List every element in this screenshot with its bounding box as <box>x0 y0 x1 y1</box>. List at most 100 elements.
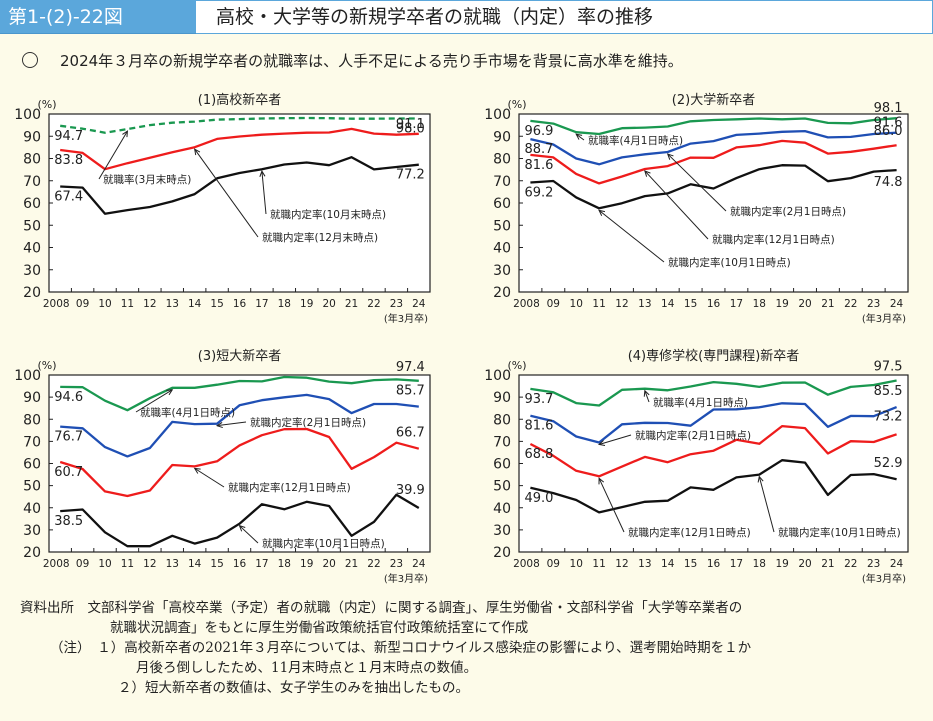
annotation-label: 就職内定率(12月1日時点) <box>228 481 351 494</box>
x-tick-label: 19 <box>775 558 788 570</box>
y-tick-label: 100 <box>484 107 511 123</box>
arrowhead-icon <box>575 133 583 140</box>
series-line <box>530 139 897 185</box>
annotation-arrow <box>239 525 259 544</box>
y-tick-label: 70 <box>493 174 511 190</box>
x-tick-label: 15 <box>210 298 223 310</box>
x-tick-label: 09 <box>547 558 560 570</box>
x-tick-label: 22 <box>367 558 380 570</box>
series-line <box>530 117 897 136</box>
annotation-arrow <box>758 476 775 533</box>
x-tick-label: 10 <box>570 298 583 310</box>
x-tick-label: 21 <box>821 298 834 310</box>
x-tick-label: 24 <box>412 558 426 570</box>
x-tick-label: 20 <box>798 298 811 310</box>
x-tick-label: 23 <box>390 298 403 310</box>
x-tick-label: 22 <box>844 298 857 310</box>
series-end-label: 85.5 <box>874 384 903 399</box>
x-tick-label: 21 <box>821 558 834 570</box>
x-tick-label: 18 <box>753 558 766 570</box>
series-line <box>530 379 897 407</box>
series-start-label: 94.6 <box>54 390 83 405</box>
x-tick-label: 2008 <box>43 558 70 570</box>
y-axis-unit-label: (%) <box>37 359 56 372</box>
y-tick-label: 100 <box>484 368 511 384</box>
x-tick-label: 21 <box>345 298 358 310</box>
plot-area <box>518 113 909 293</box>
y-axis-unit-label: (%) <box>507 359 526 372</box>
y-tick-label: 30 <box>23 523 41 539</box>
y-tick-label: 80 <box>493 412 511 428</box>
series-start-label: 69.2 <box>524 186 553 201</box>
series-start-label: 94.7 <box>54 129 83 144</box>
x-tick-label: 15 <box>210 558 223 570</box>
annotation-label: 就職率(4月1日時点) <box>653 396 748 409</box>
x-axis-label: (年3月卒) <box>384 572 428 585</box>
y-tick-label: 70 <box>23 434 41 450</box>
x-tick-label: 12 <box>143 298 156 310</box>
x-tick-label: 09 <box>76 558 89 570</box>
series-start-label: 49.0 <box>524 491 553 506</box>
chart-junior-college: (3)短大新卒者 (%) 20 30 40 50 60 70 80 90 100 2008 09 10 11… <box>14 348 431 585</box>
x-tick-label: 20 <box>322 298 335 310</box>
x-tick-label: 11 <box>121 298 134 310</box>
annotation-arrow <box>667 153 727 212</box>
annotation-arrow <box>135 389 173 413</box>
x-tick-label: 09 <box>76 298 89 310</box>
x-tick-label: 13 <box>638 558 651 570</box>
series-end-label: 74.8 <box>874 175 903 190</box>
x-tick-label: 17 <box>730 298 743 310</box>
y-tick-label: 60 <box>23 196 41 212</box>
x-tick-label: 24 <box>890 558 904 570</box>
annotation-arrow <box>598 434 632 445</box>
y-tick-label: 20 <box>493 545 511 561</box>
chart-title: (1)高校新卒者 <box>198 92 281 108</box>
arrowhead-icon <box>122 130 129 138</box>
x-tick-label: 10 <box>98 298 111 310</box>
series-line <box>530 459 897 514</box>
arrowhead-icon <box>215 421 223 429</box>
y-tick-label: 70 <box>493 434 511 450</box>
x-tick-label: 18 <box>278 298 291 310</box>
note-2-text: ２）短大新卒者の数値は、女子学生のみを抽出したもの。 <box>118 680 469 696</box>
y-tick-label: 30 <box>493 263 511 279</box>
y-tick-label: 30 <box>23 263 41 279</box>
y-tick-label: 50 <box>23 479 41 495</box>
annotation-arrow <box>598 478 625 533</box>
series-end-label: 77.2 <box>396 168 425 183</box>
annotation-label: 就職内定率(12月末時点) <box>262 231 378 244</box>
series-start-label: 83.8 <box>54 153 83 168</box>
x-tick-label: 23 <box>867 558 880 570</box>
series-line <box>60 393 419 458</box>
series-start-label: 96.9 <box>524 124 553 139</box>
y-tick-label: 100 <box>14 368 41 384</box>
x-tick-label: 23 <box>867 298 880 310</box>
annotation-label: 就職内定率(2月1日時点) <box>635 429 751 442</box>
figure-title: 高校・大学等の新規学卒者の就職（内定）率の推移 <box>196 0 933 34</box>
plot-area <box>48 113 431 293</box>
source-text-2: 就職状況調査」をもとに厚生労働省政策統括官付政策統括室にて作成 <box>110 620 529 636</box>
y-axis-unit-label: (%) <box>507 98 526 111</box>
y-tick-label: 20 <box>493 285 511 301</box>
annotation-label: 就職内定率(12月1日時点) <box>628 526 751 539</box>
series-start-label: 60.7 <box>54 465 83 480</box>
annotation-label: 就職率(4月1日時点) <box>140 406 235 419</box>
annotation-arrow <box>98 130 128 180</box>
x-tick-label: 14 <box>661 558 675 570</box>
figure-header: 第1-(2)-22図 高校・大学等の新規学卒者の就職（内定）率の推移 <box>0 0 933 34</box>
series-line <box>529 424 897 478</box>
series-line <box>530 402 898 444</box>
annotation-label: 就職内定率(10月1日時点) <box>778 526 901 539</box>
arrowhead-icon <box>597 440 606 446</box>
annotation-label: 就職内定率(10月末時点) <box>270 208 386 221</box>
x-tick-label: 18 <box>753 298 766 310</box>
source-row: 資料出所 文部科学省「高校卒業（予定）者の就職（内定）に関する調査」、厚生労働省… <box>20 598 751 618</box>
series-start-label: 88.7 <box>524 142 553 157</box>
arrowhead-icon <box>666 153 674 160</box>
x-tick-label: 19 <box>300 558 313 570</box>
arrowhead-icon <box>644 170 651 177</box>
series-end-label: 91.6 <box>874 116 903 131</box>
x-tick-label: 19 <box>300 298 313 310</box>
x-tick-label: 17 <box>255 298 268 310</box>
notes-section: 資料出所 文部科学省「高校卒業（予定）者の就職（内定）に関する調査」、厚生労働省… <box>20 598 751 698</box>
